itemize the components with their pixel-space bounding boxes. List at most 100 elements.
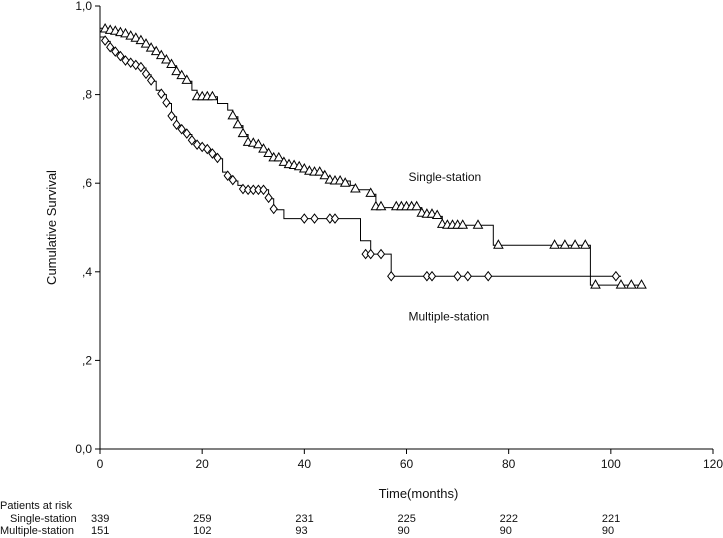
y-tick-label: ,8 (82, 88, 92, 102)
censor-triangle-marker (120, 27, 131, 38)
censor-diamond-marker (162, 97, 171, 108)
censor-triangle-marker (273, 151, 285, 162)
censor-diamond-marker (208, 148, 217, 159)
censor-triangle-marker (431, 209, 443, 219)
censor-triangle-marker (125, 30, 137, 40)
risk-row-label-multiple: Multiple-station (0, 525, 74, 537)
censor-diamond-marker (387, 270, 396, 282)
single-station-label: Single-station (409, 170, 482, 184)
censor-triangle-marker (258, 143, 269, 153)
censor-diamond-marker (111, 46, 120, 57)
censor-triangle-marker (334, 174, 346, 185)
censor-diamond-marker (141, 68, 151, 80)
censor-diamond-marker (310, 213, 319, 224)
censor-diamond-marker (106, 41, 115, 53)
censor-triangle-marker (171, 65, 182, 76)
censor-diamond-marker (366, 248, 375, 260)
x-tick-label: 100 (601, 457, 621, 471)
censor-triangle-marker (293, 160, 305, 171)
y-tick-label: ,6 (82, 176, 92, 190)
risk-table-title: Patients at risk (0, 500, 73, 512)
censor-triangle-marker (457, 219, 469, 229)
censor-diamond-marker (376, 248, 386, 260)
censor-triangle-marker (155, 49, 167, 60)
risk-row-label-single: Single-station (10, 513, 77, 525)
censor-diamond-marker (238, 183, 248, 195)
censor-diamond-marker (463, 270, 472, 282)
risk-count: 221 (601, 513, 621, 525)
x-tick-label: 40 (298, 457, 312, 471)
risk-count: 90 (499, 525, 512, 537)
censor-diamond-marker (100, 35, 110, 46)
censor-triangle-marker (135, 34, 147, 45)
risk-count: 90 (601, 525, 615, 537)
censor-triangle-marker (176, 69, 188, 80)
censor-triangle-marker (625, 279, 637, 289)
multiple-station-label: Multiple-station (409, 310, 490, 324)
risk-count: 90 (397, 525, 410, 537)
censor-diamond-marker (228, 174, 237, 186)
censor-diamond-marker (427, 270, 437, 282)
censor-diamond-marker (300, 213, 309, 224)
y-tick-label: 1,0 (75, 0, 92, 13)
censor-triangle-marker (559, 239, 571, 249)
x-tick-label: 60 (400, 457, 414, 471)
censor-triangle-marker (298, 162, 310, 173)
censor-diamond-marker (330, 213, 340, 224)
censor-diamond-marker (611, 270, 621, 282)
censor-triangle-marker (181, 74, 193, 84)
censor-triangle-marker (339, 177, 351, 187)
annotations: Single-station Multiple-station (409, 170, 490, 324)
censor-triangle-marker (227, 109, 239, 120)
x-tick-label: 0 (97, 457, 104, 471)
censor-triangle-marker (636, 279, 647, 289)
censor-triangle-marker (350, 182, 361, 193)
risk-count: 102 (193, 525, 212, 537)
risk-count: 225 (397, 513, 416, 525)
censor-triangle-marker (166, 58, 177, 68)
censor-diamond-marker (259, 184, 268, 196)
censor-diamond-marker (172, 119, 181, 131)
censor-diamond-marker (484, 270, 493, 282)
y-tick-label: ,2 (82, 353, 92, 367)
censor-triangle-marker (130, 32, 142, 42)
censor-triangle-marker (615, 279, 627, 289)
risk-count: 231 (295, 513, 314, 525)
censor-triangle-marker (590, 279, 601, 289)
x-tick-label: 80 (502, 457, 516, 471)
censor-triangle-marker (263, 147, 274, 157)
censor-triangle-marker (472, 219, 484, 229)
censor-diamond-marker (264, 192, 273, 204)
y-tick-label: ,4 (82, 265, 92, 279)
censor-diamond-marker (182, 128, 191, 139)
censor-triangle-marker (314, 166, 326, 176)
risk-count: 222 (499, 513, 519, 525)
censor-triangle-marker (145, 42, 157, 52)
censor-triangle-marker (232, 118, 244, 129)
x-tick-label: 20 (195, 457, 209, 471)
risk-count: 151 (91, 525, 110, 537)
series-layer (99, 22, 647, 289)
censor-diamond-marker (167, 110, 176, 122)
censor-triangle-marker (161, 53, 172, 64)
censor-diamond-marker (187, 134, 197, 146)
censor-diamond-marker (136, 61, 146, 73)
censor-triangle-marker (150, 45, 162, 56)
risk-count: 259 (193, 513, 212, 525)
censor-diamond-marker (116, 50, 125, 62)
axes: 0,0 ,2 ,4 ,6 ,8 1,0 0 20 40 60 80 100 120 Time(months… (44, 0, 723, 501)
censor-triangle-marker (253, 138, 264, 149)
censor-triangle-marker (569, 239, 581, 249)
censor-triangle-marker (140, 38, 152, 48)
risk-count: 339 (91, 513, 110, 525)
censor-diamond-marker (223, 170, 232, 182)
censor-triangle-marker (319, 169, 331, 180)
y-tick-label: 0,0 (75, 442, 92, 456)
x-tick-label: 120 (703, 457, 723, 471)
censor-triangle-marker (411, 200, 423, 211)
censor-triangle-marker (237, 127, 249, 138)
censor-diamond-marker (157, 88, 166, 100)
censor-triangle-marker (207, 90, 218, 101)
risk-count: 93 (295, 525, 308, 537)
